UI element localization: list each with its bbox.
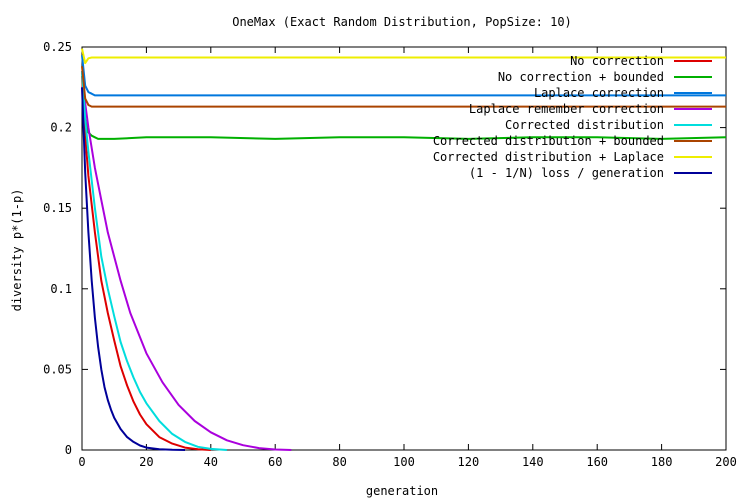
series-line-2 [81, 71, 727, 140]
x-axis-label: generation [366, 484, 438, 498]
series-line-7 [81, 48, 726, 65]
x-tick-label: 180 [651, 455, 673, 469]
y-tick-label: 0.05 [43, 362, 72, 376]
series-line-6 [81, 66, 726, 108]
legend-label: Laplace remember correction [469, 102, 664, 116]
x-tick-label: 20 [139, 455, 153, 469]
legend-label: No correction [570, 54, 664, 68]
x-tick-label: 120 [458, 455, 480, 469]
legend-label: Corrected distribution + Laplace [433, 150, 664, 164]
y-axis-label: diversity p*(1-p) [10, 189, 24, 312]
legend: No correction No correction + bounded Lapl… [433, 54, 712, 180]
chart-title: OneMax (Exact Random Distribution, PopSi… [232, 15, 572, 29]
y-tick-label: 0.15 [43, 201, 72, 215]
series-line-3 [81, 54, 726, 97]
x-tick-label: 200 [715, 455, 737, 469]
legend-label: Corrected distribution + bounded [433, 134, 664, 148]
series-line-4 [81, 71, 292, 451]
legend-label: Corrected distribution [505, 118, 664, 132]
x-tick-label: 100 [393, 455, 415, 469]
legend-label: Laplace correction [534, 86, 664, 100]
series-line-5 [81, 71, 227, 451]
series-lines [81, 48, 727, 451]
series-line-8 [81, 87, 186, 451]
x-tick-label: 160 [586, 455, 608, 469]
axis-ticks: 0 20 40 60 80 100 120 140 160 180 200 0 0.05 0.1 0.15 0… [43, 40, 737, 469]
x-tick-label: 60 [268, 455, 282, 469]
y-tick-label: 0 [65, 443, 72, 457]
y-tick-label: 0.1 [50, 282, 72, 296]
x-tick-label: 0 [78, 455, 85, 469]
series-line-1 [81, 75, 211, 451]
x-tick-label: 140 [522, 455, 544, 469]
y-tick-label: 0.25 [43, 40, 72, 54]
x-tick-label: 80 [332, 455, 346, 469]
x-tick-label: 40 [204, 455, 218, 469]
legend-label: (1 - 1/N) loss / generation [469, 166, 664, 180]
legend-label: No correction + bounded [498, 70, 664, 84]
y-tick-label: 0.2 [50, 121, 72, 135]
